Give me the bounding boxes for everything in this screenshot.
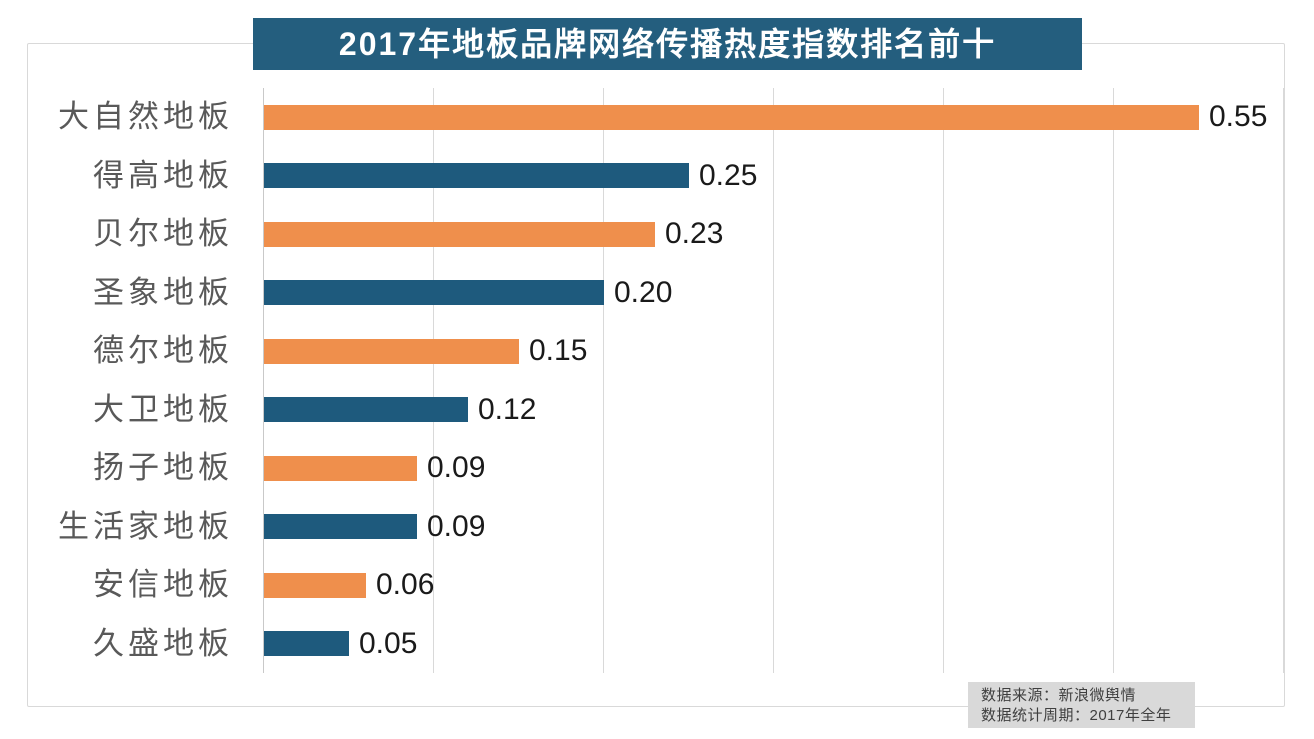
source-line-1: 数据来源：新浪微舆情 xyxy=(981,687,1137,704)
value-label: 0.05 xyxy=(359,626,418,660)
bar-row: 扬子地板 0.09 xyxy=(93,439,1283,498)
bar xyxy=(264,514,417,540)
y-axis-line xyxy=(263,88,264,673)
bar-row: 贝尔地板 0.23 xyxy=(93,205,1283,264)
x-gridline xyxy=(943,88,944,673)
category-label: 生活家地板 xyxy=(58,508,233,544)
category-label: 德尔地板 xyxy=(93,333,233,368)
x-gridline xyxy=(773,88,774,673)
bar xyxy=(264,338,519,364)
category-label: 久盛地板 xyxy=(93,625,233,661)
value-label: 0.20 xyxy=(614,275,673,309)
bar xyxy=(264,572,366,598)
bar xyxy=(264,104,1199,130)
value-label: 0.06 xyxy=(376,568,435,601)
bar xyxy=(264,397,468,423)
bar xyxy=(264,221,655,247)
value-label: 0.09 xyxy=(427,509,486,543)
x-gridline xyxy=(1283,88,1284,673)
value-label: 0.12 xyxy=(478,392,537,426)
bar-row: 德尔地板 0.15 xyxy=(93,322,1283,381)
source-line-2: 数据统计周期：2017年全年 xyxy=(981,707,1172,724)
x-gridline xyxy=(1113,88,1114,673)
value-label: 0.15 xyxy=(529,334,588,367)
bar xyxy=(264,455,417,481)
bar-row: 生活家地板 0.09 xyxy=(58,498,1283,557)
category-label: 得高地板 xyxy=(93,157,233,193)
value-label: 0.25 xyxy=(699,158,758,192)
bar-row: 圣象地板 0.20 xyxy=(93,264,1283,323)
x-gridline xyxy=(603,88,604,673)
bar xyxy=(264,280,604,306)
plot-area: 大自然地板 0.55 得高地板 0.25 贝尔地板 0.23 圣象地板 0.20 德尔地板 0.1… xyxy=(58,88,1284,674)
value-label: 0.23 xyxy=(665,217,724,250)
bar-row: 安信地板 0.06 xyxy=(93,556,1283,615)
category-label: 大自然地板 xyxy=(58,99,233,134)
bar xyxy=(264,163,689,189)
bar-row: 大卫地板 0.12 xyxy=(93,381,1283,440)
x-gridline xyxy=(433,88,434,673)
bar-row: 久盛地板 0.05 xyxy=(93,615,1283,674)
category-label: 贝尔地板 xyxy=(93,216,233,251)
value-label: 0.09 xyxy=(427,451,486,484)
bar-row: 大自然地板 0.55 xyxy=(58,88,1283,147)
category-label: 大卫地板 xyxy=(93,391,233,427)
category-label: 扬子地板 xyxy=(93,450,233,485)
bar xyxy=(264,631,349,657)
source-note: 数据来源：新浪微舆情 数据统计周期：2017年全年 xyxy=(968,682,1195,728)
bar-row: 得高地板 0.25 xyxy=(93,147,1283,206)
value-label: 0.55 xyxy=(1209,100,1268,133)
chart-title: 2017年地板品牌网络传播热度指数排名前十 xyxy=(253,18,1082,70)
category-label: 安信地板 xyxy=(93,567,233,602)
category-label: 圣象地板 xyxy=(93,274,233,310)
